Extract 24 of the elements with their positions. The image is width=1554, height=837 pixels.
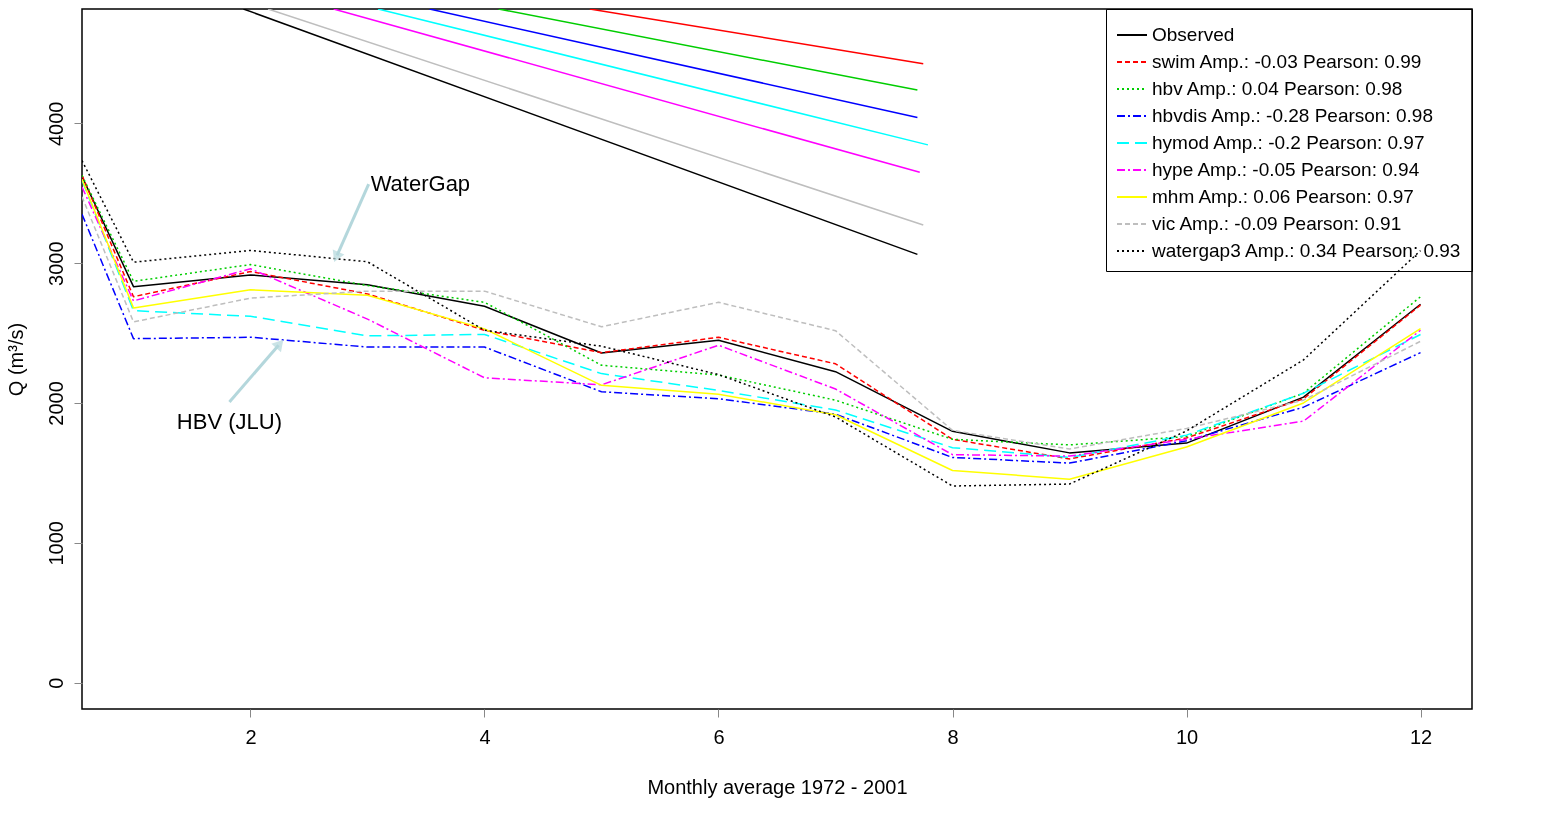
y-tick-label: 4000 xyxy=(44,101,67,147)
x-tick-label: 4 xyxy=(479,725,491,748)
x-tick-label: 12 xyxy=(1409,725,1433,748)
legend-label: hbvdis Amp.: -0.28 Pearson: 0.98 xyxy=(1152,105,1433,126)
annotation: WaterGap xyxy=(370,171,471,197)
legend-label: watergap3 Amp.: 0.34 Pearson: 0.93 xyxy=(1151,240,1461,261)
y-tick-label: 3000 xyxy=(44,241,67,286)
x-tick-label: 10 xyxy=(1175,725,1199,748)
x-tick-label: 6 xyxy=(713,725,725,748)
legend-label: swim Amp.: -0.03 Pearson: 0.99 xyxy=(1152,51,1422,72)
y-tick-label: 2000 xyxy=(44,381,67,426)
y-tick-label: 0 xyxy=(44,677,67,689)
legend-label: Observed xyxy=(1152,24,1235,45)
legend-label: hymod Amp.: -0.2 Pearson: 0.97 xyxy=(1152,132,1425,153)
x-tick-label: 8 xyxy=(947,725,959,748)
legend-label: mhm Amp.: 0.06 Pearson: 0.97 xyxy=(1152,186,1414,207)
x-axis-title: Monthly average 1972 - 2001 xyxy=(647,775,908,798)
legend-label: hype Amp.: -0.05 Pearson: 0.94 xyxy=(1152,159,1420,180)
legend-label: hbv Amp.: 0.04 Pearson: 0.98 xyxy=(1152,78,1403,99)
x-tick-label: 2 xyxy=(245,725,257,748)
y-tick-label: 1000 xyxy=(44,521,67,566)
annotation: HBV (JLU) xyxy=(176,408,282,434)
y-axis-title: Q (m³/s) xyxy=(4,322,27,397)
legend-label: vic Amp.: -0.09 Pearson: 0.91 xyxy=(1152,213,1402,234)
